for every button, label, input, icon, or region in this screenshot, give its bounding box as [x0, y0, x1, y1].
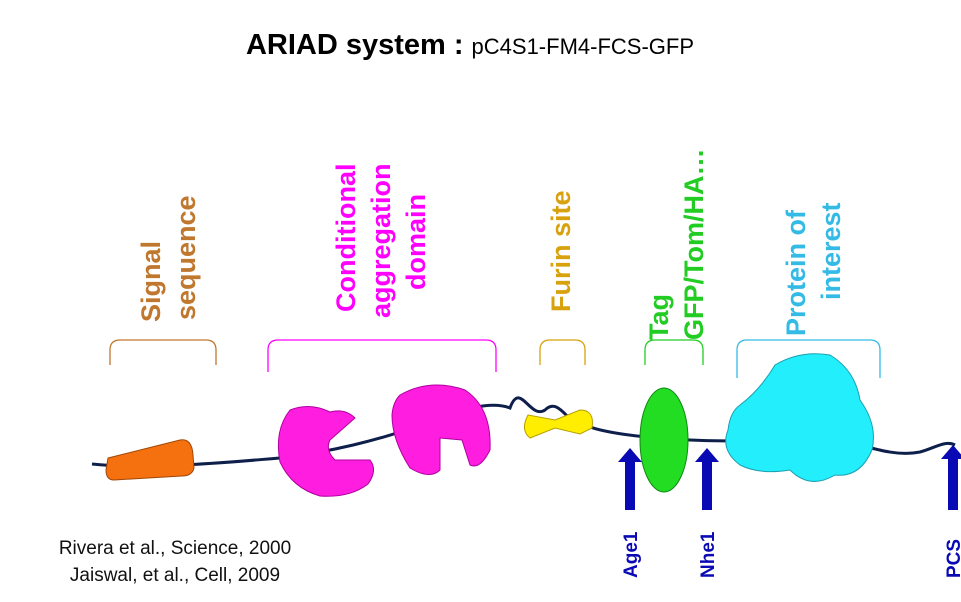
reference: Jaiswal, et al., Cell, 2009 [70, 565, 280, 586]
domain-label: Conditional [331, 164, 361, 312]
title-construct: pC4S1-FM4-FCS-GFP [472, 34, 694, 59]
aggregation-shape [391, 384, 491, 475]
site-arrow [941, 445, 961, 510]
tag-shape [639, 387, 689, 493]
domain-label: interest [816, 202, 846, 300]
site-arrow [618, 448, 642, 510]
title: ARIAD system : pC4S1-FM4-FCS-GFP [246, 29, 694, 61]
domain-label: Tag [644, 294, 674, 340]
domain-label: Signal [136, 241, 166, 322]
reference: Rivera et al., Science, 2000 [59, 538, 291, 559]
bracket [539, 339, 586, 365]
domain-label: domain [401, 194, 431, 290]
bracket [267, 339, 497, 372]
domain-label: Furin site [546, 190, 576, 312]
furin-shape [524, 409, 593, 439]
bracket [109, 339, 217, 365]
aggregation-shape [277, 406, 374, 497]
protein-shape [725, 353, 874, 482]
bracket [736, 339, 881, 378]
title-main: ARIAD system : [246, 29, 464, 61]
domain-label: aggregation [366, 163, 396, 318]
domain-label: sequence [171, 195, 201, 320]
site-arrow [695, 448, 719, 510]
site-label: Nhe1 [698, 531, 719, 578]
domain-label: GFP/Tom/HA… [679, 149, 709, 341]
domain-label: Protein of [781, 209, 811, 336]
site-label: Age1 [621, 531, 642, 578]
signal-shape [105, 439, 195, 481]
bracket [644, 339, 704, 365]
site-label: PCS [944, 539, 961, 578]
